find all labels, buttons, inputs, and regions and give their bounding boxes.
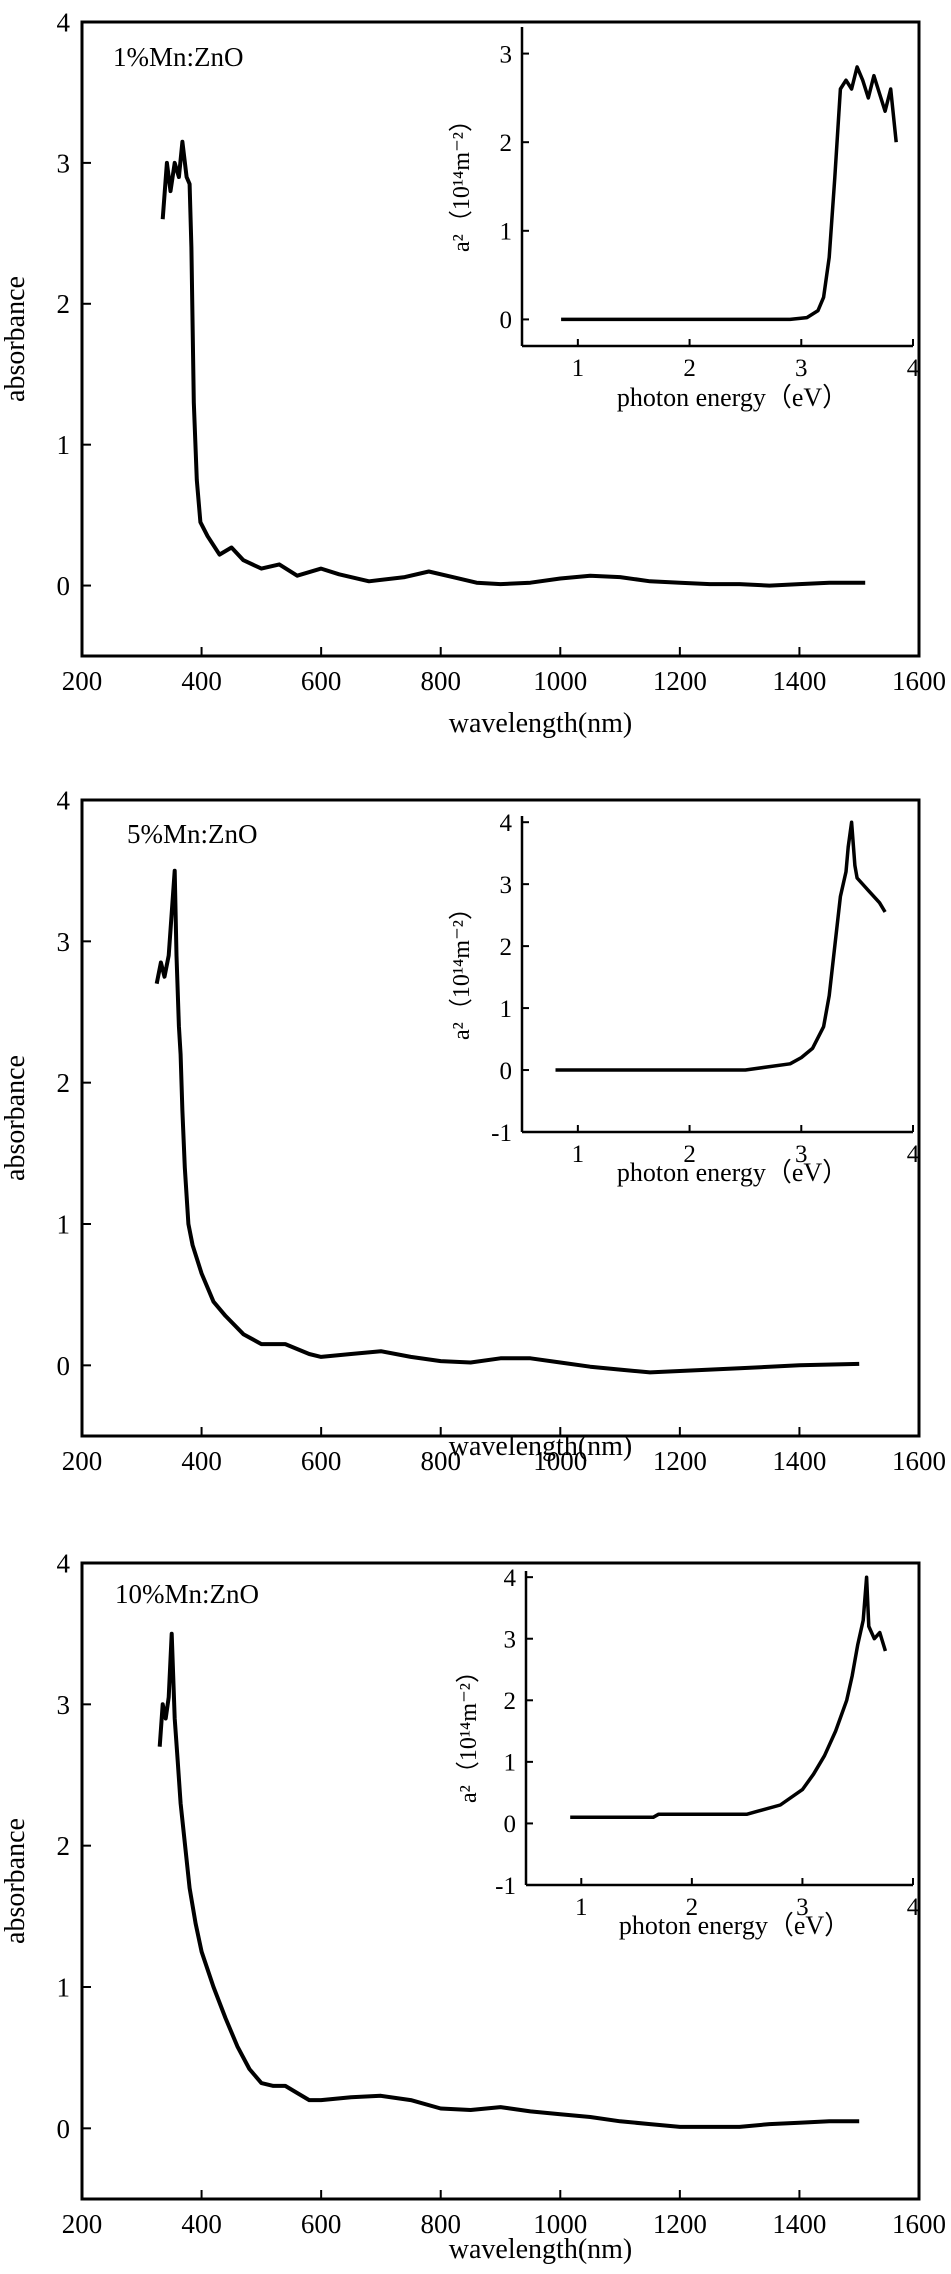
inset-y-tick-label: -1 xyxy=(495,1873,516,1900)
inset-x-tick-label: 2 xyxy=(683,1141,696,1168)
chart-panel-2: 200 400 600 800 1000 1200 1400 1600 0 1 2 3 4 5%Mn:Zn… xyxy=(0,785,946,1476)
plot-frame xyxy=(80,1561,921,2201)
y-tick-label: 0 xyxy=(57,2114,71,2144)
x-tick-label: 600 xyxy=(301,2209,342,2239)
y-tick-label: 2 xyxy=(57,1068,71,1098)
x-tick-label: 600 xyxy=(301,666,342,696)
inset-y-tick-label: 0 xyxy=(500,307,513,334)
x-tick-label: 1400 xyxy=(772,2209,826,2239)
inset-y-tick-label: 3 xyxy=(500,41,513,68)
inset-y-axis-title: a²（10¹⁴m⁻²） xyxy=(449,896,475,1040)
inset-x-tick-label: 1 xyxy=(572,355,585,382)
x-tick-label: 800 xyxy=(420,666,461,696)
inset-x-tick-label: 1 xyxy=(575,1894,588,1921)
y-tick-label: 1 xyxy=(57,430,71,460)
sample-label: 1%Mn:ZnO xyxy=(113,42,244,72)
inset-y-tick-label: 2 xyxy=(500,934,513,961)
x-tick-label: 1600 xyxy=(892,666,946,696)
inset-x-tick-label: 2 xyxy=(683,355,696,382)
y-tick-label: 4 xyxy=(57,1548,71,1578)
inset-x-tick-label: 4 xyxy=(907,1894,920,1921)
y-tick-label: 2 xyxy=(57,1831,71,1861)
sample-label: 5%Mn:ZnO xyxy=(127,819,258,849)
inset-x-axis-title: photon energy（eV） xyxy=(617,1158,848,1187)
inset-x-tick-label: 3 xyxy=(796,1894,809,1921)
inset-series-line xyxy=(570,1575,888,1820)
x-tick-label: 1600 xyxy=(892,2209,946,2239)
x-axis-title: wavelength(nm) xyxy=(449,2234,633,2265)
x-tick-label: 800 xyxy=(420,1446,461,1476)
y-tick-label: 1 xyxy=(57,1209,71,1239)
inset-y-tick-label: -1 xyxy=(491,1120,512,1147)
y-tick-label: 1 xyxy=(57,1972,71,2002)
inset-y-axis-title: a²（10¹⁴m⁻²） xyxy=(449,108,475,252)
y-axis-title: absorbance xyxy=(0,1818,31,1944)
x-tick-label: 1400 xyxy=(772,666,826,696)
y-tick-label: 0 xyxy=(57,571,71,601)
inset-x-tick-label: 3 xyxy=(795,355,808,382)
inset-x-tick-label: 4 xyxy=(907,1141,920,1168)
y-axis-title: absorbance xyxy=(0,276,31,402)
inset-y-tick-label: 0 xyxy=(500,1058,513,1085)
x-tick-label: 200 xyxy=(62,666,103,696)
x-tick-label: 1000 xyxy=(533,2209,587,2239)
chart-panel-1: 200 400 600 800 1000 1200 1400 1600 0 1 2 3 4 1%Mn:Zn… xyxy=(0,7,946,739)
sample-label: 10%Mn:ZnO xyxy=(115,1579,259,1609)
y-tick-label: 2 xyxy=(57,289,71,319)
inset-y-tick-label: 3 xyxy=(504,1626,517,1653)
plot-frame xyxy=(80,798,921,1438)
inset-y-tick-label: 1 xyxy=(500,996,513,1023)
inset-y-tick-label: 4 xyxy=(504,1565,517,1592)
y-tick-label: 3 xyxy=(57,148,71,178)
plot-frame xyxy=(80,20,921,658)
inset-y-tick-label: 4 xyxy=(500,810,513,837)
chart-panel-3: 200 400 600 800 1000 1200 1400 1600 0 1 2 3 4 10%Mn:Z… xyxy=(0,1548,946,2265)
x-tick-label: 400 xyxy=(181,2209,222,2239)
x-tick-label: 1200 xyxy=(653,2209,707,2239)
x-tick-label: 1200 xyxy=(653,666,707,696)
inset-x-tick-label: 4 xyxy=(907,355,920,382)
x-tick-label: 400 xyxy=(181,666,222,696)
inset-x-tick-label: 2 xyxy=(686,1894,699,1921)
x-tick-label: 1000 xyxy=(533,1446,587,1476)
series-line xyxy=(154,868,860,1375)
x-tick-label: 600 xyxy=(301,1446,342,1476)
x-tick-label: 200 xyxy=(62,2209,103,2239)
inset-chart: 1 2 3 4 -1 0 1 2 3 4 photon energy（eV） a²（10¹⁴m⁻²） xyxy=(449,810,920,1187)
inset-y-axis-title: a²（10¹⁴m⁻²） xyxy=(456,1659,482,1803)
inset-chart: 1 2 3 4 -1 0 1 2 3 4 photon energy（eV） a²（10¹⁴m⁻²） xyxy=(456,1565,920,1940)
x-tick-label: 200 xyxy=(62,1446,103,1476)
x-axis-title: wavelength(nm) xyxy=(449,708,633,739)
x-tick-label: 1600 xyxy=(892,1446,946,1476)
inset-y-tick-label: 1 xyxy=(504,1750,517,1777)
x-tick-label: 1000 xyxy=(533,666,587,696)
series-line xyxy=(160,139,866,588)
x-tick-label: 800 xyxy=(420,2209,461,2239)
inset-y-tick-label: 3 xyxy=(500,872,513,899)
y-tick-label: 3 xyxy=(57,927,71,957)
series-line xyxy=(157,1631,860,2129)
inset-x-axis-title: photon energy（eV） xyxy=(619,1911,850,1940)
x-tick-label: 1400 xyxy=(772,1446,826,1476)
y-tick-label: 4 xyxy=(57,785,71,815)
y-tick-label: 0 xyxy=(57,1351,71,1381)
inset-y-tick-label: 1 xyxy=(500,219,513,246)
inset-series-line xyxy=(555,820,887,1072)
inset-y-tick-label: 2 xyxy=(500,130,513,157)
inset-series-line xyxy=(561,65,898,322)
y-axis-title: absorbance xyxy=(0,1055,31,1181)
y-tick-label: 4 xyxy=(57,7,71,37)
inset-x-tick-label: 1 xyxy=(572,1141,585,1168)
x-axis-title: wavelength(nm) xyxy=(449,1431,633,1462)
inset-y-tick-label: 0 xyxy=(504,1811,517,1838)
inset-y-tick-label: 2 xyxy=(504,1688,517,1715)
x-tick-label: 1200 xyxy=(653,1446,707,1476)
x-tick-label: 400 xyxy=(181,1446,222,1476)
y-tick-label: 3 xyxy=(57,1690,71,1720)
inset-x-tick-label: 3 xyxy=(795,1141,808,1168)
inset-x-axis-title: photon energy（eV） xyxy=(617,383,848,412)
